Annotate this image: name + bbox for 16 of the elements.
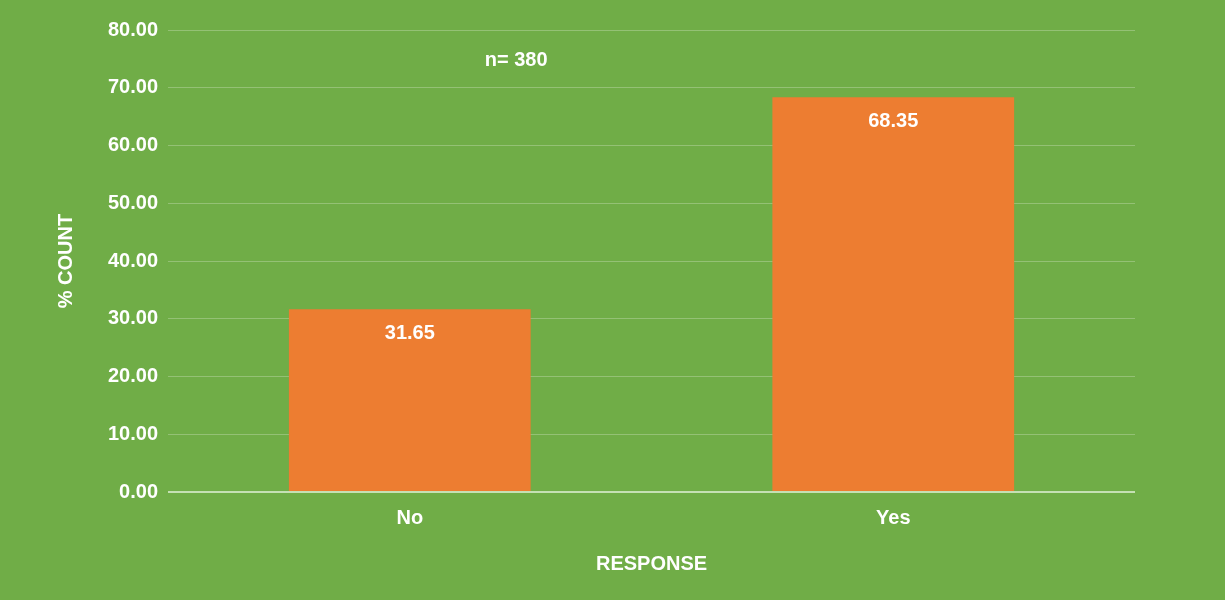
y-tick-label: 20.00 <box>107 364 159 387</box>
y-axis-title: % COUNT <box>53 213 76 309</box>
y-tick-label: 30.00 <box>107 306 159 329</box>
y-tick-label: 80.00 <box>107 17 159 40</box>
y-tick-label: 60.00 <box>107 133 159 156</box>
data-label: 68.35 <box>868 108 919 131</box>
y-tick-label: 50.00 <box>107 190 159 213</box>
y-tick-label: 10.00 <box>107 421 159 444</box>
x-tick-label: No <box>396 505 424 528</box>
x-axis-title: RESPONSE <box>595 551 708 574</box>
data-label: 31.65 <box>384 320 435 343</box>
y-tick-label: 40.00 <box>107 248 159 271</box>
y-tick-label: 70.00 <box>107 75 159 98</box>
x-tick-label: Yes <box>876 505 911 528</box>
annotation: n= 380 <box>484 47 548 70</box>
y-tick-label: 0.00 <box>119 479 159 502</box>
